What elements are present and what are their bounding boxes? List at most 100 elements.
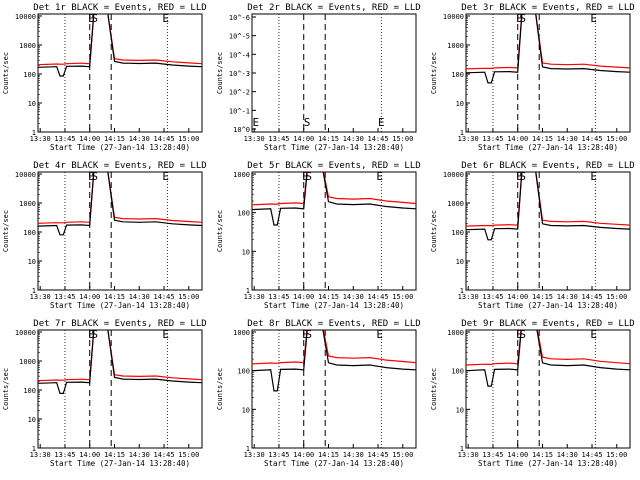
y-tick-label: 1000 xyxy=(447,200,464,208)
x-tick-label: 13:30 xyxy=(458,135,479,143)
panel-det-9r: Det 9r BLACK = Events, RED = LLD Counts/s… xyxy=(430,319,635,468)
series-lld-line xyxy=(252,330,416,365)
marker-label: E xyxy=(162,170,169,183)
marker-label: S xyxy=(91,170,98,183)
x-tick-label: 14:15 xyxy=(104,135,125,143)
marker-label: E xyxy=(590,328,597,341)
plot-frame xyxy=(465,171,631,291)
y-tick-label: 100 xyxy=(451,368,464,376)
plot-frame xyxy=(251,171,417,291)
x-tick-label: 13:30 xyxy=(458,293,479,301)
y-tick-label: 10000 xyxy=(15,171,36,179)
marker-label: E xyxy=(162,12,169,25)
x-tick-label: 14:15 xyxy=(104,451,125,459)
y-tick-label: 1 xyxy=(460,287,464,295)
marker-label: S xyxy=(519,170,526,183)
x-tick-label: 14:00 xyxy=(507,135,528,143)
panel-title: Det 2r BLACK = Events, RED = LLD xyxy=(247,3,420,13)
panel-title: Det 6r BLACK = Events, RED = LLD xyxy=(461,161,634,171)
x-tick-label: 14:15 xyxy=(532,451,553,459)
y-tick-label: 1000 xyxy=(233,171,250,179)
series-lld-line xyxy=(38,330,202,382)
marker-label: E xyxy=(516,12,523,25)
series-events-line xyxy=(252,172,416,226)
series-events-line xyxy=(38,14,202,77)
y-axis-label: Counts/sec xyxy=(216,52,224,94)
y-tick-label: 1 xyxy=(460,129,464,137)
x-tick-label: 15:00 xyxy=(178,135,199,143)
x-tick-label: 14:00 xyxy=(507,293,528,301)
x-axis-label: Start Time (27-Jan-14 13:28:40) xyxy=(50,459,190,468)
x-tick-label: 14:45 xyxy=(581,293,602,301)
x-tick-label: 14:30 xyxy=(129,451,150,459)
panel-title: Det 5r BLACK = Events, RED = LLD xyxy=(247,161,420,171)
x-tick-label: 14:30 xyxy=(129,293,150,301)
panel-title: Det 3r BLACK = Events, RED = LLD xyxy=(461,3,634,13)
x-tick-label: 14:15 xyxy=(532,293,553,301)
marker-label: E xyxy=(88,12,95,25)
x-axis-label: Start Time (27-Jan-14 13:28:40) xyxy=(50,143,190,152)
y-tick-label: 10 xyxy=(456,100,464,108)
y-tick-label: 100 xyxy=(451,71,464,79)
y-tick-label: 100 xyxy=(237,210,250,218)
x-tick-label: 15:00 xyxy=(606,135,627,143)
y-tick-label: 10 xyxy=(242,248,250,256)
x-tick-label: 14:30 xyxy=(129,135,150,143)
x-tick-label: 13:45 xyxy=(482,293,503,301)
x-tick-label: 14:30 xyxy=(343,451,364,459)
y-tick-label: 10 xyxy=(456,406,464,414)
panel-det-7r: Det 7r BLACK = Events, RED = LLD Counts/s… xyxy=(2,319,207,468)
x-tick-label: 15:00 xyxy=(178,451,199,459)
series-lld-line xyxy=(252,172,416,206)
x-tick-label: 14:00 xyxy=(293,135,314,143)
marker-label: E xyxy=(376,170,383,183)
x-axis-label: Start Time (27-Jan-14 13:28:40) xyxy=(478,143,618,152)
x-tick-label: 14:15 xyxy=(318,293,339,301)
marker-label: E xyxy=(516,170,523,183)
x-tick-label: 15:00 xyxy=(606,451,627,459)
panel-title: Det 4r BLACK = Events, RED = LLD xyxy=(33,161,206,171)
y-tick-label: 100 xyxy=(451,229,464,237)
x-tick-label: 13:45 xyxy=(54,293,75,301)
x-tick-label: 14:30 xyxy=(557,135,578,143)
y-axis-label: Counts/sec xyxy=(430,210,438,252)
panel-det-3r: Det 3r BLACK = Events, RED = LLD Counts/s… xyxy=(430,3,635,152)
y-tick-label: 1 xyxy=(246,287,250,295)
plot-frame xyxy=(37,171,203,291)
x-tick-label: 13:30 xyxy=(30,451,51,459)
panel-title: Det 1r BLACK = Events, RED = LLD xyxy=(33,3,206,13)
x-tick-label: 14:15 xyxy=(318,451,339,459)
plot-frame xyxy=(37,329,203,449)
x-axis-label: Start Time (27-Jan-14 13:28:40) xyxy=(478,459,618,468)
marker-label: S xyxy=(519,328,526,341)
x-tick-label: 15:00 xyxy=(606,293,627,301)
series-lld-line xyxy=(466,14,630,70)
marker-label: S xyxy=(305,328,312,341)
x-tick-label: 13:45 xyxy=(268,293,289,301)
x-tick-label: 14:45 xyxy=(581,135,602,143)
y-axis-label: Counts/sec xyxy=(2,52,10,94)
x-tick-label: 13:30 xyxy=(244,293,265,301)
y-tick-label: 10 xyxy=(28,416,36,424)
y-tick-label: 10^-6 xyxy=(229,14,250,22)
x-tick-label: 14:45 xyxy=(153,135,174,143)
x-tick-label: 14:15 xyxy=(104,293,125,301)
marker-label: S xyxy=(91,328,98,341)
x-tick-label: 13:30 xyxy=(244,135,265,143)
y-tick-label: 10^-3 xyxy=(229,70,250,78)
x-axis-label: Start Time (27-Jan-14 13:28:40) xyxy=(50,301,190,310)
marker-label: E xyxy=(378,116,385,129)
marker-label: S xyxy=(305,170,312,183)
x-tick-label: 14:00 xyxy=(79,451,100,459)
y-tick-label: 1000 xyxy=(19,42,36,50)
x-tick-label: 13:45 xyxy=(268,135,289,143)
x-tick-label: 14:00 xyxy=(293,293,314,301)
y-tick-label: 10 xyxy=(242,406,250,414)
x-tick-label: 13:45 xyxy=(482,135,503,143)
x-axis-label: Start Time (27-Jan-14 13:28:40) xyxy=(264,143,404,152)
series-events-line xyxy=(38,172,202,236)
series-lld-line xyxy=(466,330,630,366)
x-tick-label: 13:30 xyxy=(30,293,51,301)
x-tick-label: 14:45 xyxy=(367,135,388,143)
y-tick-label: 1 xyxy=(246,445,250,453)
